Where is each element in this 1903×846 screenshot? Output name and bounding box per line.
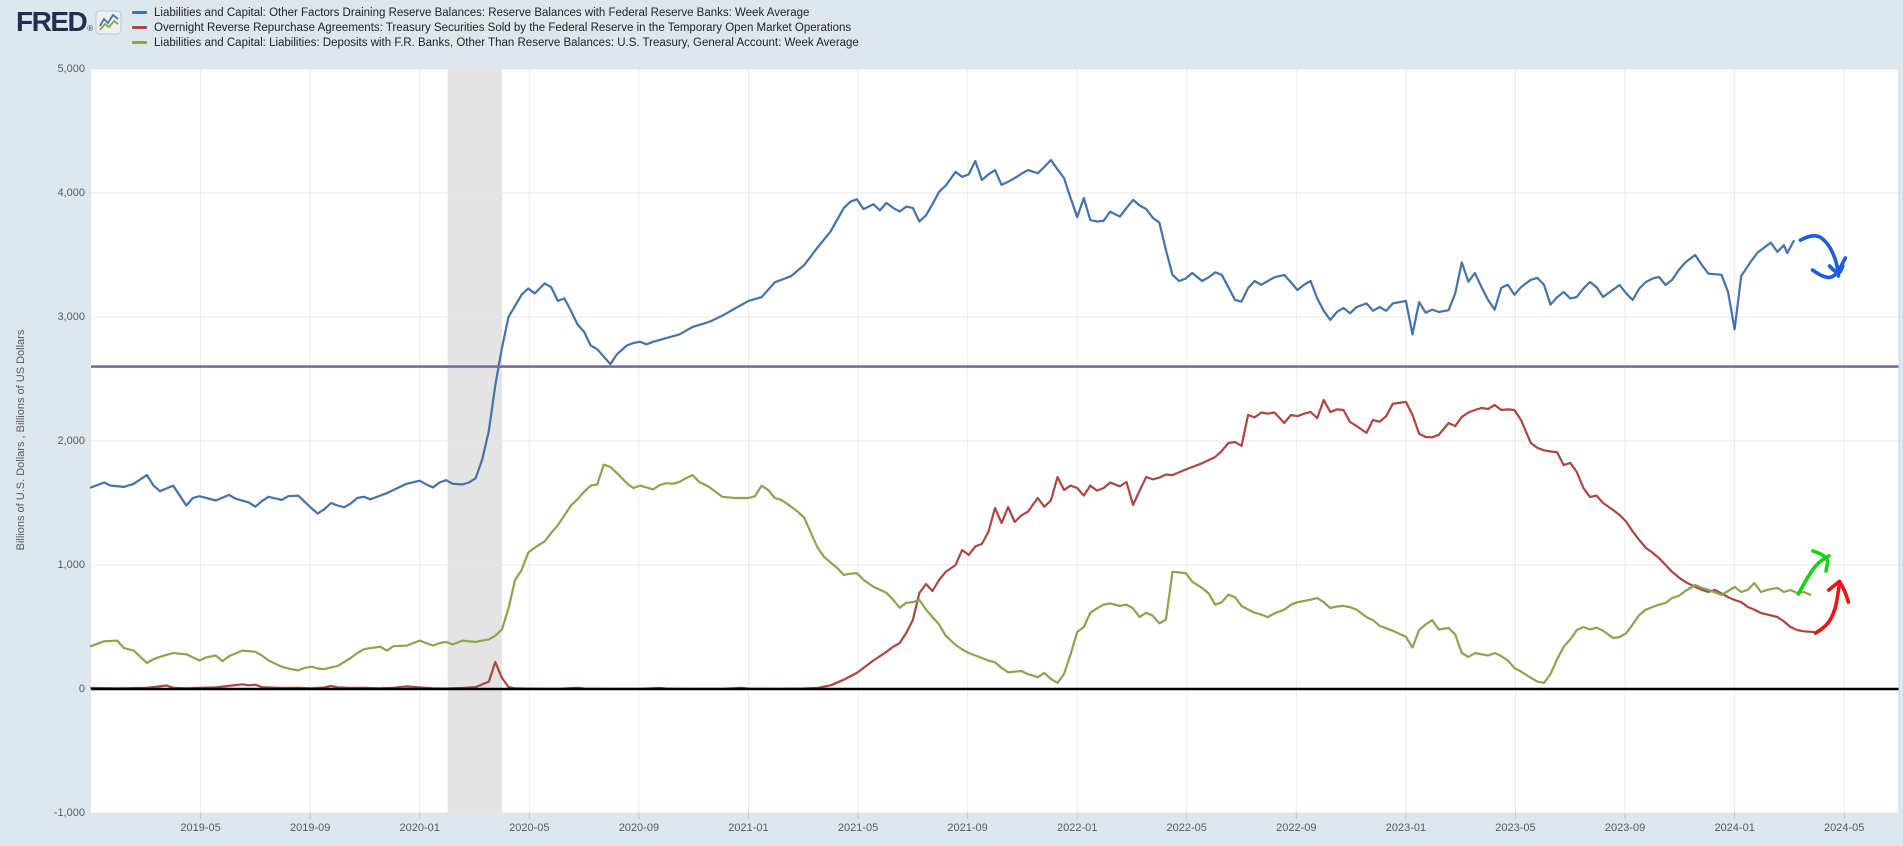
- legend-item-3: Liabilities and Capital: Liabilities: De…: [132, 35, 859, 50]
- legend-item-label: Overnight Reverse Repurchase Agreements:…: [154, 21, 852, 34]
- chart-legend: Liabilities and Capital: Other Factors D…: [132, 5, 859, 50]
- y-tick-label: 3,000: [57, 310, 85, 323]
- legend-color-dash: [132, 41, 147, 44]
- x-tick-label: 2024-01: [1714, 822, 1755, 834]
- legend-item-1: Liabilities and Capital: Other Factors D…: [132, 5, 859, 20]
- registered-mark: ®: [87, 24, 94, 33]
- y-tick-label: 0: [78, 682, 85, 695]
- series-line-treasury-general-account: [89, 463, 1812, 684]
- fred-logo-text: FRED: [16, 6, 88, 37]
- x-tick-label: 2021-09: [947, 822, 988, 834]
- x-tick-label: 2022-05: [1166, 822, 1207, 834]
- x-tick-label: 2022-09: [1276, 822, 1317, 834]
- annotation-green-up-arrow: [1796, 554, 1831, 596]
- legend-item-2: Overnight Reverse Repurchase Agreements:…: [132, 20, 859, 35]
- legend-item-label: Liabilities and Capital: Other Factors D…: [154, 6, 810, 19]
- annotation-red-up-arrow: [1813, 581, 1842, 635]
- x-tick-label: 2024-05: [1824, 822, 1865, 834]
- y-tick-label: 1,000: [57, 558, 85, 571]
- x-tick-label: 2020-01: [399, 822, 440, 834]
- legend-item-label: Liabilities and Capital: Liabilities: De…: [154, 36, 859, 49]
- y-tick-label: 4,000: [57, 186, 85, 199]
- y-tick-label: -1,000: [53, 806, 85, 819]
- x-tick-label: 2020-05: [509, 822, 550, 834]
- legend-color-dash: [132, 26, 147, 29]
- annotation-red-up-arrow: [1837, 579, 1851, 604]
- fred-logo: FRED ®: [16, 8, 122, 36]
- x-tick-label: 2019-09: [289, 822, 331, 834]
- annotation-blue-dip-arrow: [1798, 234, 1841, 278]
- x-tick-label: 2023-09: [1604, 822, 1646, 834]
- x-tick-label: 2022-01: [1056, 822, 1098, 834]
- annotation-red-up-arrow: [1826, 579, 1842, 592]
- x-tick-label: 2019-05: [180, 822, 221, 834]
- y-tick-label: 2,000: [57, 434, 85, 447]
- x-tick-label: 2021-05: [837, 822, 879, 834]
- x-tick-label: 2021-01: [728, 822, 769, 834]
- legend-color-dash: [132, 11, 147, 14]
- series-line-reserve-balances: [89, 158, 1795, 515]
- x-tick-label: 2023-01: [1385, 822, 1427, 834]
- fred-sparkline-icon: [95, 10, 122, 34]
- annotation-blue-dip-arrow: [1810, 256, 1848, 280]
- series-line-overnight-reverse-repo: [89, 398, 1815, 690]
- y-tick-label: 5,000: [57, 62, 85, 75]
- x-tick-label: 2020-09: [618, 822, 660, 834]
- annotation-green-up-arrow: [1811, 549, 1830, 573]
- x-tick-label: 2023-05: [1495, 822, 1536, 834]
